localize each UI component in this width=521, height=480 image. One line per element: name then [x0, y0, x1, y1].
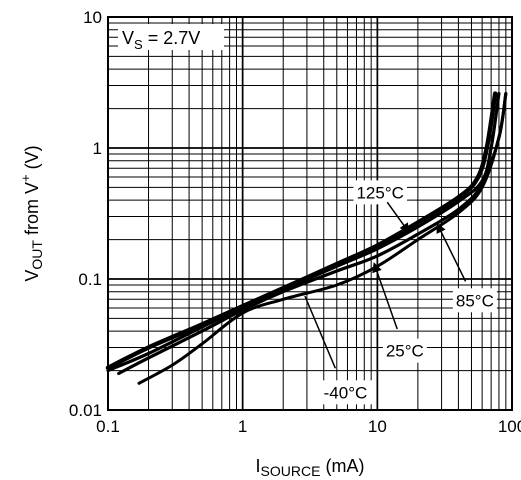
x-tick-label: 1	[238, 417, 247, 436]
annotation-label: 85°C	[456, 291, 494, 310]
supply-note: VS = 2.7V	[118, 24, 224, 52]
annotation-pointer	[304, 295, 337, 369]
annotation-label: 125°C	[356, 183, 403, 202]
annotation-label: -40°C	[324, 383, 368, 402]
annotation-pointer	[436, 222, 467, 282]
annotation-pointer	[386, 201, 410, 234]
annotation-label: 25°C	[386, 342, 424, 361]
y-tick-label: 10	[83, 8, 102, 27]
annotation-label-bg	[382, 338, 427, 363]
plot-frame	[107, 16, 513, 411]
series-line-1	[105, 91, 498, 371]
annotations: 125°C 85°C 25°C -40°C	[304, 180, 497, 405]
supply-note-text: VS = 2.7V	[122, 28, 200, 52]
x-tick-label: 10	[368, 417, 387, 436]
annotation-label-bg	[452, 288, 497, 313]
y-tick-label: 1	[93, 139, 102, 158]
series-line-2	[106, 92, 501, 373]
series-group	[105, 91, 508, 385]
grid	[107, 16, 513, 411]
annotation-label-bg	[353, 180, 407, 205]
annotation-pointer	[372, 262, 398, 330]
y-tick-label: 0.01	[69, 401, 102, 420]
y-axis-title: VOUT from V+ (V)	[18, 145, 45, 281]
x-tick-label: 100	[498, 417, 521, 436]
series-line-4	[137, 92, 508, 385]
x-axis-title: ISOURCE (mA)	[256, 456, 365, 479]
annotation-label-bg	[318, 380, 373, 405]
x-tick-label: 0.1	[96, 417, 120, 436]
y-tick-label: 0.1	[78, 270, 102, 289]
